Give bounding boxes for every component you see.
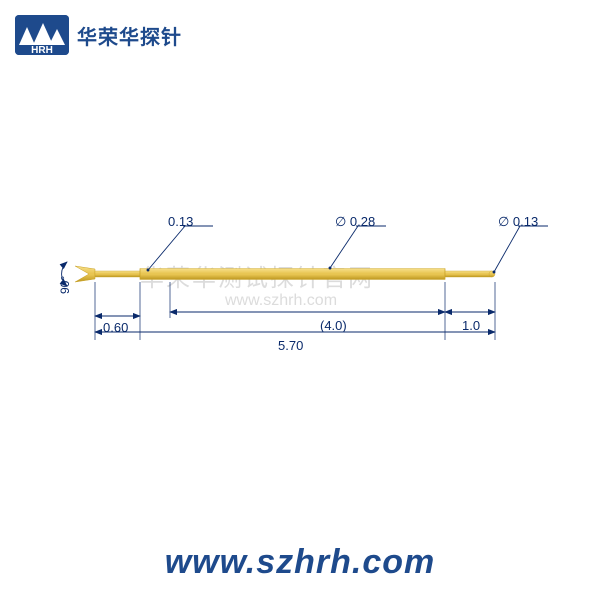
probe-diagram: 0.13 ∅ 0.28 ∅ 0.13 0.60 5.70 (4.0) 1.0 90°	[0, 200, 600, 380]
logo-svg: HRH	[15, 15, 69, 55]
logo-brand-text: 华荣华探针	[77, 21, 182, 50]
dim-label: 1.0	[462, 318, 480, 333]
dim-label: 0.60	[103, 320, 128, 335]
page: HRH 华荣华探针 华荣华测试探针官网 www.szhrh.com	[0, 0, 600, 600]
svg-text:HRH: HRH	[31, 45, 53, 55]
dim-label: (4.0)	[320, 318, 347, 333]
dim-label: ∅ 0.28	[335, 214, 375, 230]
angle-label: 90°	[58, 276, 72, 294]
logo-mark: HRH	[15, 15, 69, 55]
labels-layer: 0.13 ∅ 0.28 ∅ 0.13 0.60 5.70 (4.0) 1.0 90°	[0, 200, 600, 380]
dim-label: ∅ 0.13	[498, 214, 538, 230]
footer-url: www.szhrh.com	[0, 543, 600, 582]
dim-label: 5.70	[278, 338, 303, 353]
dim-label: 0.13	[168, 214, 193, 229]
logo: HRH 华荣华探针	[15, 15, 182, 55]
